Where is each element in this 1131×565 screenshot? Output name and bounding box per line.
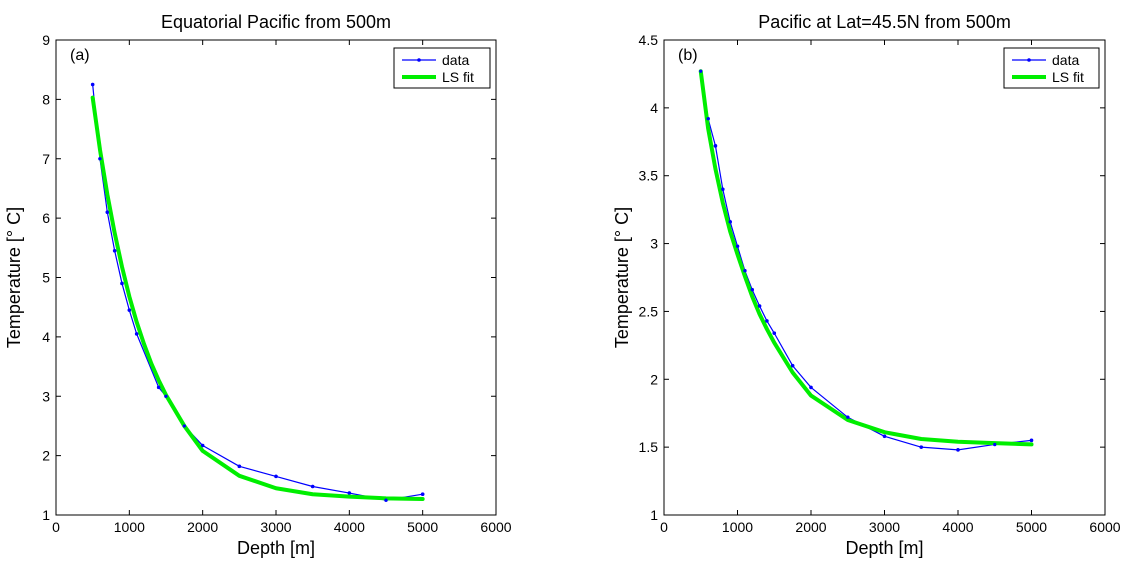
y-tick-label: 3.5	[639, 168, 659, 184]
x-tick-label: 1000	[114, 519, 145, 535]
data-point-overlay	[182, 424, 186, 428]
x-tick-label: 0	[52, 519, 60, 535]
legend-label-fit: LS fit	[1052, 69, 1084, 85]
y-tick-label: 4	[650, 100, 658, 116]
y-tick-label: 1	[42, 507, 50, 523]
data-point-overlay	[750, 288, 754, 292]
x-tick-label: 5000	[407, 519, 438, 535]
data-point-overlay	[699, 69, 703, 73]
data-point-overlay	[384, 498, 388, 502]
y-tick-label: 8	[42, 91, 50, 107]
data-point-overlay	[772, 331, 776, 335]
data-point-overlay	[311, 484, 315, 489]
plot-frame	[663, 39, 1106, 516]
data-point-overlay	[743, 269, 747, 273]
data-point-overlay	[846, 415, 850, 419]
x-tick-label: 0	[660, 519, 668, 535]
x-tick-label: 5000	[1016, 519, 1047, 535]
x-tick-label: 1000	[722, 519, 753, 535]
data-point-overlay	[237, 464, 241, 468]
y-tick-label: 5	[42, 270, 50, 286]
x-tick-label: 3000	[260, 519, 291, 535]
chart-panel-a: 0 1000 2000 3000 4000 5000 6000 1 2 3 4 5 6 7 8 9 Equato…	[4, 12, 512, 558]
data-point-overlay	[421, 492, 425, 496]
data-point-overlay	[721, 187, 725, 191]
data-point-overlay	[713, 144, 718, 148]
y-axis-label: Temperature [° C]	[4, 207, 24, 348]
panel-label: (b)	[678, 47, 698, 64]
chart-title: Equatorial Pacific from 500m	[161, 12, 391, 32]
data-point-overlay	[157, 385, 161, 389]
plot-frame	[55, 39, 497, 516]
y-tick-label: 4.5	[639, 32, 659, 48]
data-point-overlay	[956, 448, 960, 452]
data-point-overlay	[120, 281, 124, 286]
x-tick-label: 2000	[795, 519, 826, 535]
legend-label-data: data	[1052, 52, 1079, 68]
data-point-overlay	[127, 308, 131, 312]
legend-box	[1003, 47, 1100, 89]
data-point-overlay	[735, 244, 740, 248]
y-tick-label: 2	[42, 448, 50, 464]
y-tick-label: 6	[42, 210, 50, 226]
data-point-overlay	[993, 442, 997, 447]
data-point-overlay	[105, 210, 109, 214]
chart-title: Pacific at Lat=45.5N from 500m	[758, 12, 1011, 32]
y-axis-label: Temperature [° C]	[612, 207, 632, 348]
x-axis-label: Depth [m]	[237, 538, 315, 558]
x-tick-label: 3000	[869, 519, 900, 535]
data-point-overlay	[765, 319, 769, 323]
data-point-overlay	[919, 445, 923, 449]
x-axis-label: Depth [m]	[845, 538, 923, 558]
data-point-overlay	[809, 385, 813, 390]
chart-panel-b: 0 1000 2000 3000 4000 5000 6000 1 1.5 2 2.5 3 3.5 4 4.…	[612, 12, 1121, 558]
data-point-overlay	[164, 394, 168, 398]
y-tick-label: 1.5	[639, 439, 659, 455]
x-tick-label: 6000	[1089, 519, 1120, 535]
legend-marker-data	[417, 58, 421, 62]
legend-label-fit: LS fit	[442, 69, 474, 85]
data-point-overlay	[98, 157, 102, 161]
y-tick-label: 1	[650, 507, 658, 523]
data-point-overlay	[274, 474, 278, 479]
y-tick-label: 4	[42, 329, 50, 345]
x-tick-label: 6000	[480, 519, 511, 535]
legend-label-data: data	[442, 52, 469, 68]
data-point-overlay	[706, 117, 710, 121]
y-tick-label: 3	[42, 388, 50, 404]
y-tick-label: 9	[42, 32, 50, 48]
data-point-overlay	[113, 249, 117, 253]
fit-line	[698, 69, 1034, 447]
x-tick-label: 2000	[187, 519, 218, 535]
fit-line	[90, 95, 425, 501]
y-tick-label: 2.5	[639, 303, 659, 319]
y-tick-label: 7	[42, 151, 50, 167]
legend-box	[393, 47, 491, 89]
legend-marker-data	[1027, 58, 1031, 62]
data-point-overlay	[201, 443, 205, 448]
data-point-overlay	[882, 434, 887, 438]
data-point-overlay	[728, 220, 732, 224]
y-tick-label: 2	[650, 371, 658, 387]
data-point-overlay	[135, 332, 139, 336]
data-point-overlay	[757, 304, 762, 308]
x-tick-label: 4000	[942, 519, 973, 535]
data-point-overlay	[1029, 438, 1034, 442]
data-point-overlay	[91, 82, 95, 87]
y-tick-label: 3	[650, 236, 658, 252]
data-point-overlay	[347, 491, 351, 495]
x-tick-label: 4000	[334, 519, 365, 535]
data-point-overlay	[791, 364, 795, 368]
panel-label: (a)	[70, 47, 90, 64]
